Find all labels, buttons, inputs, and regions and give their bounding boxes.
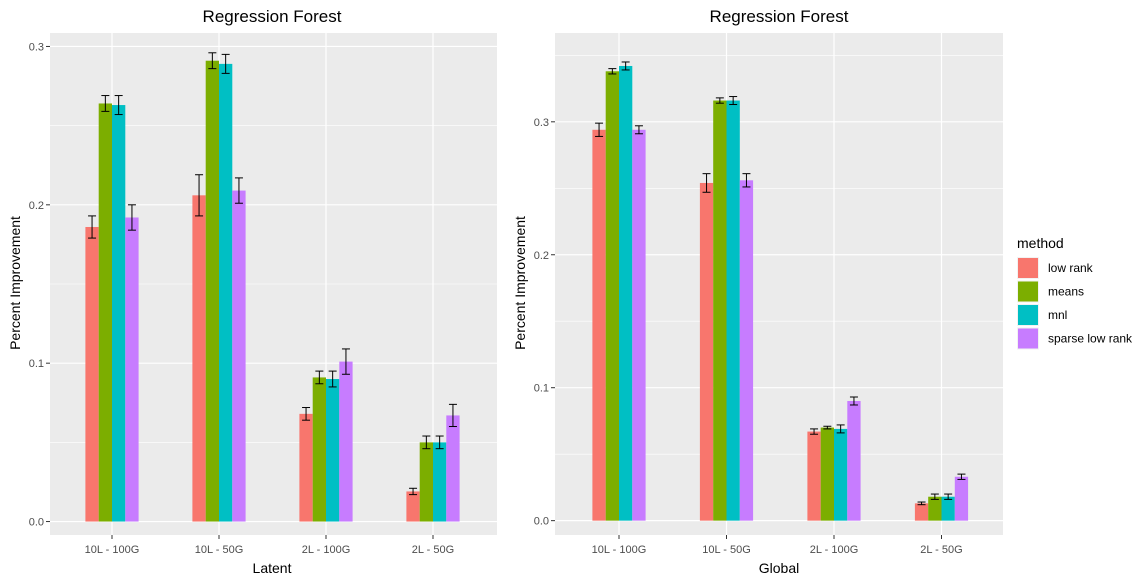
y-axis-title: Percent Improvement [512, 216, 528, 350]
x-tick-label: 2L - 100G [302, 544, 351, 556]
bar [941, 496, 955, 521]
y-axis-title: Percent Improvement [7, 216, 23, 350]
y-tick-label: 0.3 [29, 41, 44, 53]
bar [205, 60, 219, 522]
bar [299, 413, 313, 522]
bar [592, 129, 606, 521]
legend-label: means [1048, 285, 1084, 299]
x-tick-label: 2L - 50G [412, 544, 454, 556]
x-tick-label: 10L - 100G [592, 544, 647, 556]
legend-title: method [1017, 235, 1064, 251]
bar [339, 361, 353, 522]
x-tick-label: 2L - 100G [810, 544, 859, 556]
bar [98, 103, 112, 522]
bar [446, 415, 460, 522]
chart-title: Regression Forest [710, 7, 849, 26]
y-tick-label: 0.1 [29, 358, 44, 370]
bar [433, 442, 447, 522]
x-tick-label: 2L - 50G [920, 544, 962, 556]
bar [847, 400, 861, 521]
y-tick-label: 0.0 [534, 516, 549, 528]
bar [807, 431, 821, 521]
legend-label: sparse low rank [1048, 332, 1133, 346]
bar [914, 503, 929, 521]
bar [85, 226, 99, 522]
bar [699, 182, 714, 521]
legend-swatch [1018, 258, 1038, 278]
bar [125, 217, 139, 522]
bar [219, 63, 233, 522]
legend-swatch [1018, 328, 1038, 349]
x-axis-title: Latent [253, 560, 292, 576]
bar [632, 129, 646, 521]
y-tick-label: 0.2 [534, 250, 549, 262]
global-chart-panel: Regression Forest Global Percent Improve… [512, 7, 1003, 576]
y-tick-label: 0.0 [29, 517, 44, 529]
bar [619, 65, 633, 521]
bar [406, 491, 420, 522]
legend-label: mnl [1048, 308, 1067, 322]
bar [820, 427, 834, 521]
x-tick-label: 10L - 100G [85, 544, 140, 556]
bar [713, 100, 727, 521]
bar [326, 379, 340, 522]
x-axis-title: Global [759, 560, 799, 576]
bar [232, 190, 246, 522]
bar [605, 71, 619, 521]
legend-label: low rank [1048, 261, 1094, 275]
bar [834, 428, 848, 521]
bar [312, 377, 326, 522]
bar [112, 105, 126, 522]
legend: method low rank means mnl sparse low rank [1017, 235, 1133, 350]
legend-swatch [1018, 281, 1038, 302]
bar [739, 180, 754, 521]
y-tick-label: 0.2 [29, 200, 44, 212]
bar [419, 442, 433, 522]
bar [954, 476, 969, 521]
bar [726, 100, 740, 521]
x-tick-label: 10L - 50G [702, 544, 751, 556]
bar [192, 195, 206, 522]
chart-title: Regression Forest [203, 7, 342, 26]
bar [928, 496, 942, 521]
x-tick-label: 10L - 50G [195, 544, 244, 556]
legend-swatch [1018, 305, 1038, 325]
y-tick-label: 0.3 [534, 117, 549, 129]
y-tick-label: 0.1 [534, 383, 549, 395]
latent-chart-panel: Regression Forest Latent Percent Improve… [7, 7, 497, 576]
